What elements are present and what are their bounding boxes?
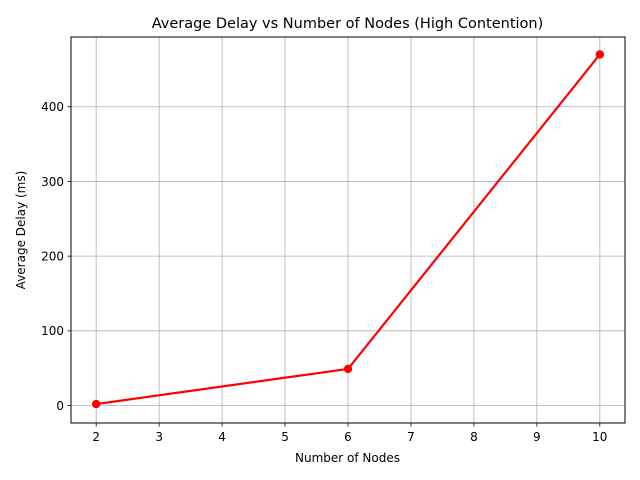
x-axis-title: Number of Nodes: [295, 451, 400, 465]
x-tick-label: 10: [592, 430, 607, 444]
x-tick-label: 4: [218, 430, 226, 444]
x-tick-label: 2: [92, 430, 100, 444]
x-tick-label: 5: [281, 430, 289, 444]
data-point: [343, 364, 353, 374]
y-tick-label: 200: [41, 249, 64, 263]
y-tick-label: 400: [41, 100, 64, 114]
grid-lines: [71, 37, 625, 423]
x-tick-label: 7: [407, 430, 415, 444]
y-axis-title: Average Delay (ms): [14, 171, 28, 290]
x-tick-label: 6: [344, 430, 352, 444]
x-tick-label: 9: [533, 430, 541, 444]
y-tick-label: 300: [41, 175, 64, 189]
y-tick-label: 0: [56, 399, 64, 413]
y-tick-label: 100: [41, 324, 64, 338]
series-layer: [91, 50, 605, 409]
x-tick-label: 3: [155, 430, 163, 444]
x-tick-label: 8: [470, 430, 478, 444]
data-point: [595, 50, 605, 59]
data-point: [91, 399, 101, 409]
chart-title: Average Delay vs Number of Nodes (High C…: [152, 16, 544, 32]
